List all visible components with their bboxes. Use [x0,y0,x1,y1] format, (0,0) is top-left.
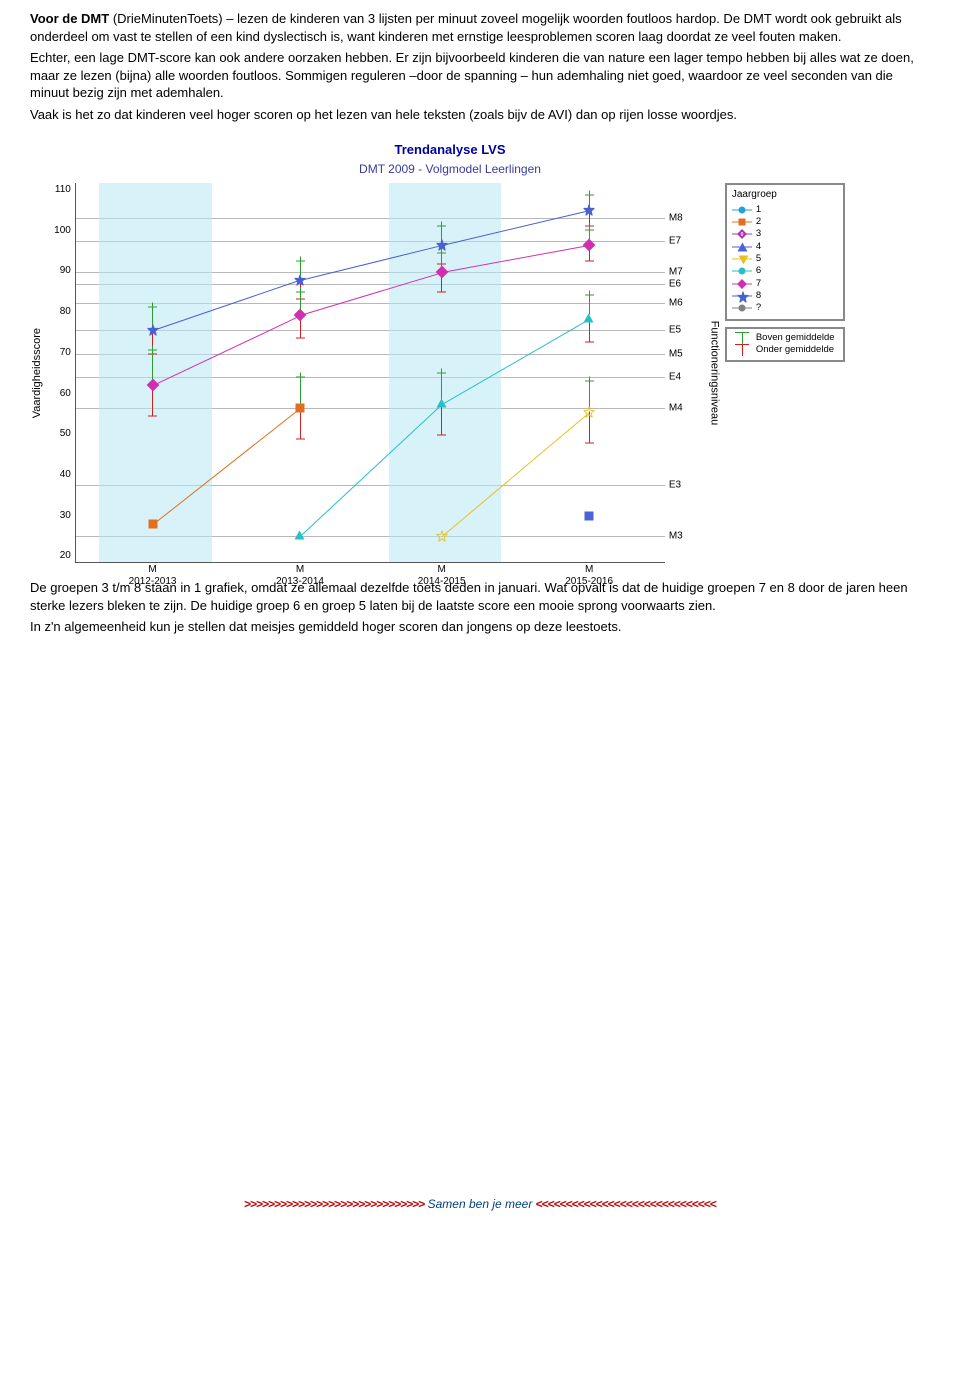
legend: Jaargroep 12345678? Boven gemiddeldeOnde… [725,183,845,368]
footer-right: <<<<<<<<<<<<<<<<<<<<<<<<<<<<<< [536,1197,716,1211]
right-label: E5 [665,324,681,338]
right-label: E3 [665,479,681,493]
right-label: E6 [665,277,681,291]
data-point [585,206,594,215]
legend-item: 4 [732,241,838,253]
footer-left: >>>>>>>>>>>>>>>>>>>>>>>>>>>>>> [244,1197,424,1211]
y-tick: 70 [47,346,71,360]
after-p2: In z'n algemeenheid kun je stellen dat m… [30,618,930,636]
data-point [585,314,594,323]
legend-avg: Boven gemiddeldeOnder gemiddelde [725,327,845,363]
data-point [148,380,157,389]
data-point [437,531,446,540]
intro-bold: Voor de DMT [30,11,109,26]
footer-mid: Samen ben je meer [424,1197,535,1211]
legend-item: 6 [732,265,838,277]
y-tick: 30 [47,509,71,523]
x-tick: M2015-2016 [565,562,613,588]
legend-item: 2 [732,216,838,228]
data-point [296,531,305,540]
intro-p2: Echter, een lage DMT-score kan ook ander… [30,49,930,102]
y-ticks: 110 100 90 80 70 60 50 40 30 20 [47,183,75,563]
intro-paragraph: Voor de DMT (DrieMinutenToets) – lezen d… [30,10,930,45]
right-label: M4 [665,401,683,415]
chart-title: Trendanalyse LVS [0,141,930,159]
y-axis-label: Vaardigheidsscore [30,328,45,418]
right-label: M3 [665,529,683,543]
legend-avg-item: Boven gemiddelde [732,332,838,344]
legend-item: 1 [732,204,838,216]
y-tick: 20 [47,549,71,563]
data-point [437,268,446,277]
intro-p1b: (DrieMinutenToets) – lezen de kinderen v… [30,11,902,44]
highlight-band [99,183,211,562]
right-label: M5 [665,347,683,361]
legend-avg-item: Onder gemiddelde [732,344,838,356]
data-point [296,275,305,284]
x-tick: M2014-2015 [418,562,466,588]
chart-container: Trendanalyse LVS DMT 2009 - Volgmodel Le… [30,141,930,563]
data-point [585,241,594,250]
legend-item: 3 [732,228,838,240]
x-tick: M2013-2014 [276,562,324,588]
y-tick: 80 [47,305,71,319]
legend-item: 5 [732,253,838,265]
data-point [296,310,305,319]
x-tick: M2012-2013 [129,562,177,588]
data-point [296,403,305,412]
legend-item: ? [732,302,838,314]
legend-title: Jaargroep [732,188,838,202]
y-tick: 60 [47,387,71,401]
right-label: E4 [665,370,681,384]
data-point [585,512,594,521]
right-axis-label: Functioneringsniveau [707,320,722,425]
y-tick: 100 [47,224,71,238]
data-point [585,407,594,416]
right-label: E7 [665,234,681,248]
data-point [437,400,446,409]
chart-subtitle: DMT 2009 - Volgmodel Leerlingen [0,161,930,177]
legend-item: 8 [732,290,838,302]
right-label: M8 [665,211,683,225]
y-tick: 50 [47,427,71,441]
y-tick: 110 [47,183,71,197]
y-tick: 40 [47,468,71,482]
legend-item: 7 [732,278,838,290]
plot-area: Functioneringsniveau M8E7M7E6M6E5M5E4M4E… [75,183,665,563]
data-point [148,520,157,529]
intro-p3: Vaak is het zo dat kinderen veel hoger s… [30,106,930,124]
right-label: M6 [665,296,683,310]
legend-groups: Jaargroep 12345678? [725,183,845,321]
data-point [148,326,157,335]
y-tick: 90 [47,264,71,278]
page-footer: >>>>>>>>>>>>>>>>>>>>>>>>>>>>>> Samen ben… [30,1196,930,1212]
